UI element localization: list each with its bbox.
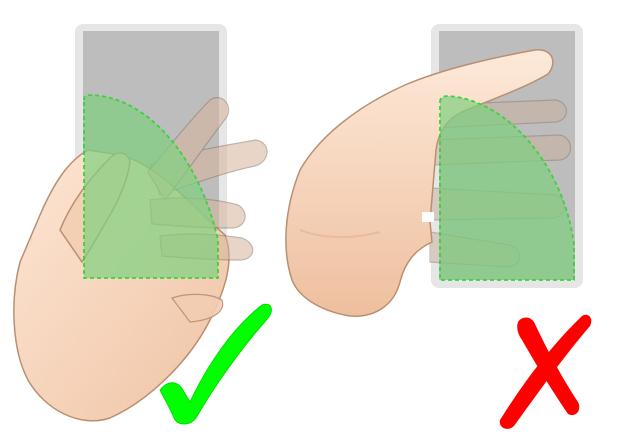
hand-crease	[299, 229, 381, 239]
thumb-reach-zone-left	[83, 94, 219, 279]
gap-notch	[422, 212, 434, 222]
panel-correct	[13, 24, 272, 425]
finger-fold	[171, 293, 224, 323]
thumb-reach-zone-right	[439, 95, 575, 281]
check-icon	[159, 303, 272, 425]
cross-icon	[499, 314, 592, 429]
hand-right	[285, 49, 554, 317]
panel-incorrect	[285, 24, 592, 429]
